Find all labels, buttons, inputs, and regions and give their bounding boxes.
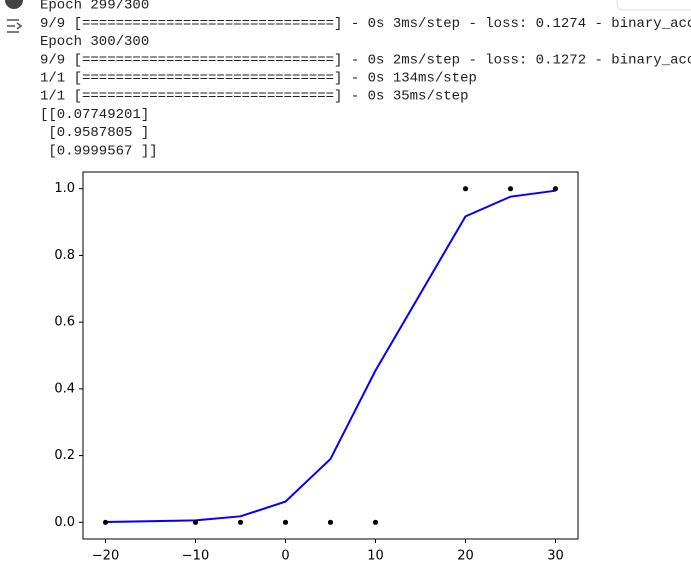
console-line: 1/1 [==============================] - 0… <box>40 71 477 87</box>
data-point <box>282 519 289 525</box>
y-tick-label: 0.6 <box>54 315 75 330</box>
y-tick-label: 0.4 <box>54 381 75 396</box>
console-line: 9/9 [==============================] - 0… <box>40 16 691 32</box>
toolbar[interactable] <box>616 0 691 11</box>
y-tick-label: 1.0 <box>54 181 75 196</box>
data-point <box>237 519 244 525</box>
x-tick-label: −20 <box>92 549 119 564</box>
console-line: 9/9 [==============================] - 0… <box>40 52 691 68</box>
data-point <box>507 186 514 192</box>
console-line: Epoch 299/300 <box>40 0 149 14</box>
data-line <box>105 189 556 523</box>
output-icon[interactable] <box>7 19 23 33</box>
console-line: Epoch 300/300 <box>40 34 149 50</box>
run-button[interactable] <box>5 0 23 9</box>
console-line: 1/1 [==============================] - 0… <box>40 89 468 105</box>
console-line: [[0.07749201] <box>40 107 149 123</box>
data-point <box>462 186 469 192</box>
console-output: Epoch 299/300 9/9 [======================… <box>40 0 691 159</box>
data-point <box>102 519 109 525</box>
x-tick-label: 0 <box>281 549 289 564</box>
plot-frame <box>82 171 579 540</box>
data-point <box>552 186 559 192</box>
y-tick-label: 0.8 <box>54 248 75 263</box>
x-tick-label: −10 <box>182 549 209 564</box>
data-point <box>192 519 199 525</box>
x-tick-label: 10 <box>367 549 384 564</box>
y-tick-label: 0.0 <box>54 515 75 530</box>
x-tick-label: 30 <box>547 549 564 564</box>
data-point <box>327 519 334 525</box>
data-point <box>372 519 379 525</box>
chart: −20 −10 0 10 20 30 0.0 0.2 0.4 0.6 0.8 1.0 <box>54 171 579 564</box>
console-line: [0.9999567 ]] <box>40 143 158 159</box>
x-tick-label: 20 <box>457 549 474 564</box>
y-tick-label: 0.2 <box>54 448 75 463</box>
console-line: [0.9587805 ] <box>40 125 149 141</box>
